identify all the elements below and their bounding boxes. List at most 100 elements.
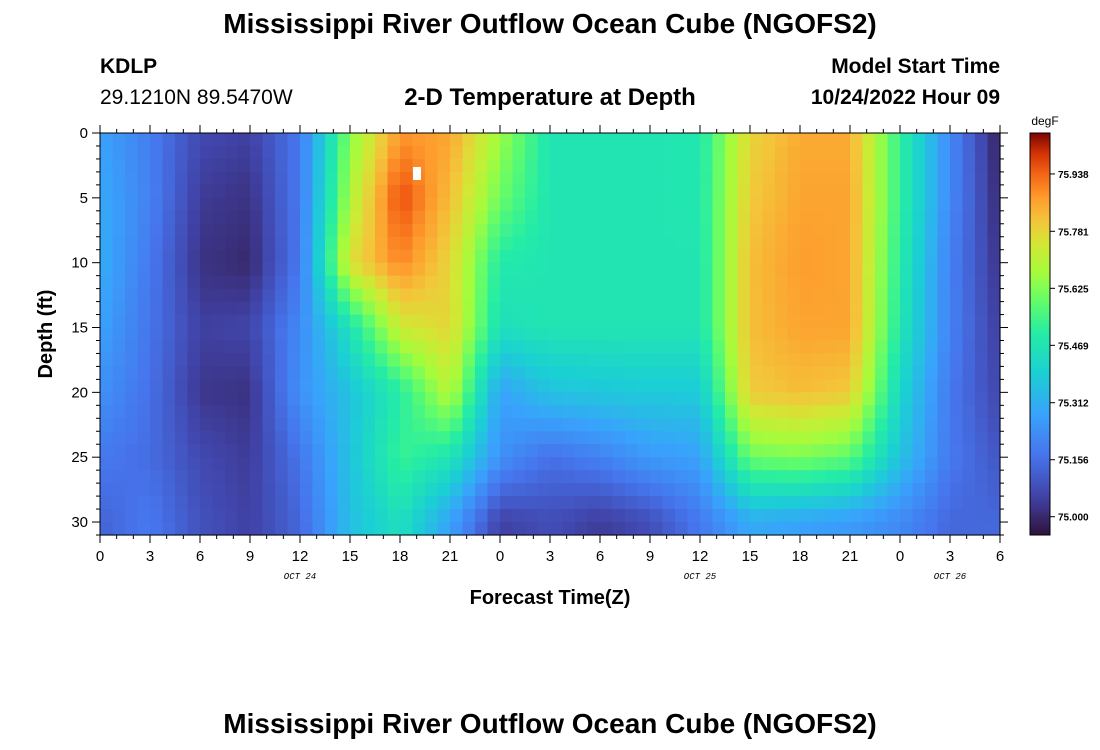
heatmap-cell bbox=[212, 288, 226, 303]
heatmap-cell bbox=[225, 210, 239, 225]
heatmap-cell bbox=[337, 392, 351, 406]
heatmap-cell bbox=[175, 314, 189, 329]
heatmap-cell bbox=[500, 431, 514, 445]
heatmap-cell bbox=[625, 133, 639, 147]
heatmap-cell bbox=[512, 301, 526, 316]
heatmap-cell bbox=[950, 496, 964, 510]
heatmap-cell bbox=[550, 379, 564, 393]
heatmap-cell bbox=[700, 288, 714, 303]
heatmap-cell bbox=[887, 288, 901, 303]
heatmap-cell bbox=[925, 223, 939, 238]
colorbar-tick-label: 75.156 bbox=[1058, 456, 1089, 467]
heatmap-cell bbox=[250, 522, 264, 536]
heatmap-cell bbox=[900, 301, 914, 316]
heatmap-cell bbox=[125, 184, 139, 199]
heatmap-cell bbox=[900, 184, 914, 199]
heatmap-cell bbox=[475, 236, 489, 251]
heatmap-cell bbox=[950, 223, 964, 238]
heatmap-cell bbox=[637, 197, 651, 212]
heatmap-cell bbox=[312, 431, 326, 445]
heatmap-cell bbox=[150, 223, 164, 238]
heatmap-cell bbox=[100, 223, 114, 238]
heatmap-cell bbox=[612, 522, 626, 536]
heatmap-cell bbox=[762, 158, 776, 173]
heatmap-cell bbox=[912, 184, 926, 199]
heatmap-cell bbox=[950, 444, 964, 458]
heatmap-cell bbox=[262, 483, 276, 497]
heatmap-cell bbox=[300, 133, 314, 147]
heatmap-cell bbox=[475, 353, 489, 368]
heatmap-cell bbox=[850, 470, 864, 484]
heatmap-cell bbox=[687, 145, 701, 160]
heatmap-cell bbox=[287, 184, 301, 199]
heatmap-cell bbox=[137, 133, 151, 147]
heatmap-cell bbox=[562, 431, 576, 445]
heatmap-cell bbox=[462, 418, 476, 432]
heatmap-cell bbox=[125, 392, 139, 406]
heatmap-cell bbox=[562, 340, 576, 355]
heatmap-cell bbox=[600, 158, 614, 173]
heatmap-cell bbox=[787, 262, 801, 277]
heatmap-cell bbox=[737, 262, 751, 277]
heatmap-cell bbox=[650, 223, 664, 238]
heatmap-cell bbox=[900, 327, 914, 342]
heatmap-cell bbox=[500, 288, 514, 303]
heatmap-cell bbox=[262, 158, 276, 173]
heatmap-cell bbox=[775, 288, 789, 303]
heatmap-cell bbox=[800, 275, 814, 290]
heatmap-cell bbox=[750, 379, 764, 393]
heatmap-cell bbox=[312, 184, 326, 199]
heatmap-cell bbox=[512, 210, 526, 225]
heatmap-cell bbox=[362, 145, 376, 160]
heatmap-cell bbox=[862, 275, 876, 290]
heatmap-cell bbox=[887, 483, 901, 497]
heatmap-cell bbox=[100, 210, 114, 225]
heatmap-cell bbox=[650, 145, 664, 160]
heatmap-cell bbox=[862, 158, 876, 173]
heatmap-cell bbox=[750, 171, 764, 186]
heatmap-cell bbox=[175, 340, 189, 355]
heatmap-cell bbox=[962, 470, 976, 484]
heatmap-cell bbox=[612, 223, 626, 238]
heatmap-cell bbox=[462, 496, 476, 510]
heatmap-cell bbox=[987, 366, 1001, 380]
heatmap-cell bbox=[312, 133, 326, 147]
heatmap-cell bbox=[612, 210, 626, 225]
heatmap-cell bbox=[537, 522, 551, 536]
heatmap-cell bbox=[587, 288, 601, 303]
heatmap-cell bbox=[537, 197, 551, 212]
heatmap-cell bbox=[487, 301, 501, 316]
heatmap-cell bbox=[812, 301, 826, 316]
heatmap-cell bbox=[675, 301, 689, 316]
heatmap-cell bbox=[800, 522, 814, 536]
heatmap-cell bbox=[325, 327, 339, 342]
heatmap-cell bbox=[725, 171, 739, 186]
heatmap-cell bbox=[650, 197, 664, 212]
heatmap-cell bbox=[712, 236, 726, 251]
heatmap-cell bbox=[600, 496, 614, 510]
heatmap-cell bbox=[112, 444, 126, 458]
heatmap-cell bbox=[112, 522, 126, 536]
heatmap-cell bbox=[712, 145, 726, 160]
x-tick-label: 15 bbox=[342, 548, 359, 565]
heatmap-cell bbox=[187, 301, 201, 316]
heatmap-cell bbox=[537, 444, 551, 458]
heatmap-cell bbox=[762, 171, 776, 186]
heatmap-cell bbox=[900, 314, 914, 329]
heatmap-cell bbox=[862, 145, 876, 160]
heatmap-cell bbox=[425, 288, 439, 303]
heatmap-cell bbox=[387, 158, 401, 173]
heatmap-cell bbox=[650, 392, 664, 406]
heatmap-cell bbox=[237, 314, 251, 329]
heatmap-cell bbox=[737, 301, 751, 316]
heatmap-cell bbox=[537, 301, 551, 316]
heatmap-cell bbox=[975, 275, 989, 290]
heatmap-cell bbox=[212, 236, 226, 251]
heatmap-cell bbox=[875, 470, 889, 484]
heatmap-cell bbox=[162, 496, 176, 510]
heatmap-cell bbox=[962, 145, 976, 160]
heatmap-cell bbox=[937, 366, 951, 380]
heatmap-cell bbox=[162, 171, 176, 186]
heatmap-cell bbox=[550, 366, 564, 380]
heatmap-cell bbox=[737, 236, 751, 251]
